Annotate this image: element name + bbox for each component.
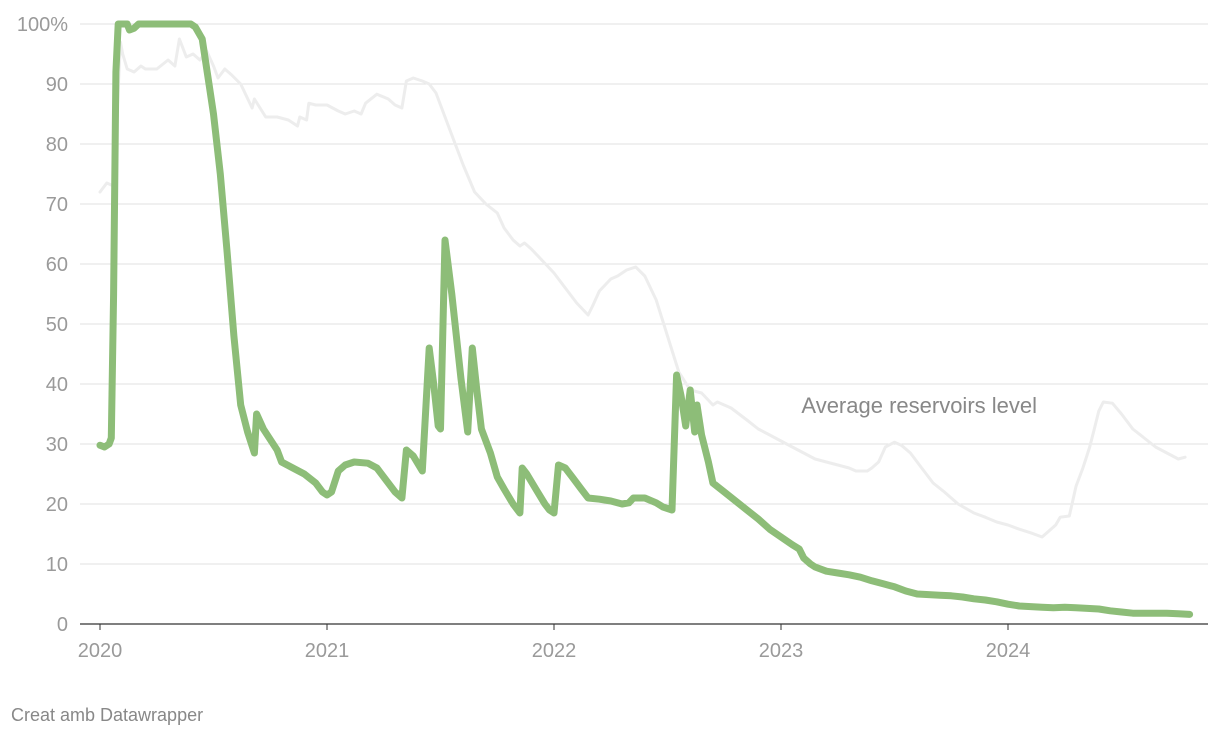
series-line-average [98, 37, 1187, 539]
gridlines [80, 23, 1208, 625]
y-tick-label-50: 50 [46, 314, 68, 336]
series-line-highlight [96, 20, 1194, 618]
y-tick-label-60: 60 [46, 254, 68, 276]
y-tick-label-10: 10 [46, 554, 68, 576]
credit-text: Creat amb Datawrapper [11, 705, 204, 725]
y-tick-label-80: 80 [46, 134, 68, 156]
annotation-label-0: Average reservoirs level [801, 393, 1037, 418]
annotations: Average reservoirs level [801, 393, 1037, 418]
y-tick-label-0: 0 [57, 614, 68, 636]
y-tick-label-20: 20 [46, 494, 68, 516]
series-lines [96, 20, 1194, 618]
y-tick-label-100: 100% [17, 14, 68, 36]
y-tick-label-30: 30 [46, 434, 68, 456]
x-tick-label-2020: 2020 [78, 640, 123, 662]
y-tick-label-40: 40 [46, 374, 68, 396]
x-tick-label-2023: 2023 [759, 640, 804, 662]
y-axis-tick-labels: 0 10 20 30 40 50 60 70 80 90 100% [17, 14, 68, 636]
x-tick-label-2024: 2024 [986, 640, 1031, 662]
y-tick-label-70: 70 [46, 194, 68, 216]
x-axis-tick-labels: 2020 2021 2022 2023 2024 [78, 624, 1031, 662]
x-tick-label-2021: 2021 [305, 640, 350, 662]
x-tick-label-2022: 2022 [532, 640, 577, 662]
y-tick-label-90: 90 [46, 74, 68, 96]
